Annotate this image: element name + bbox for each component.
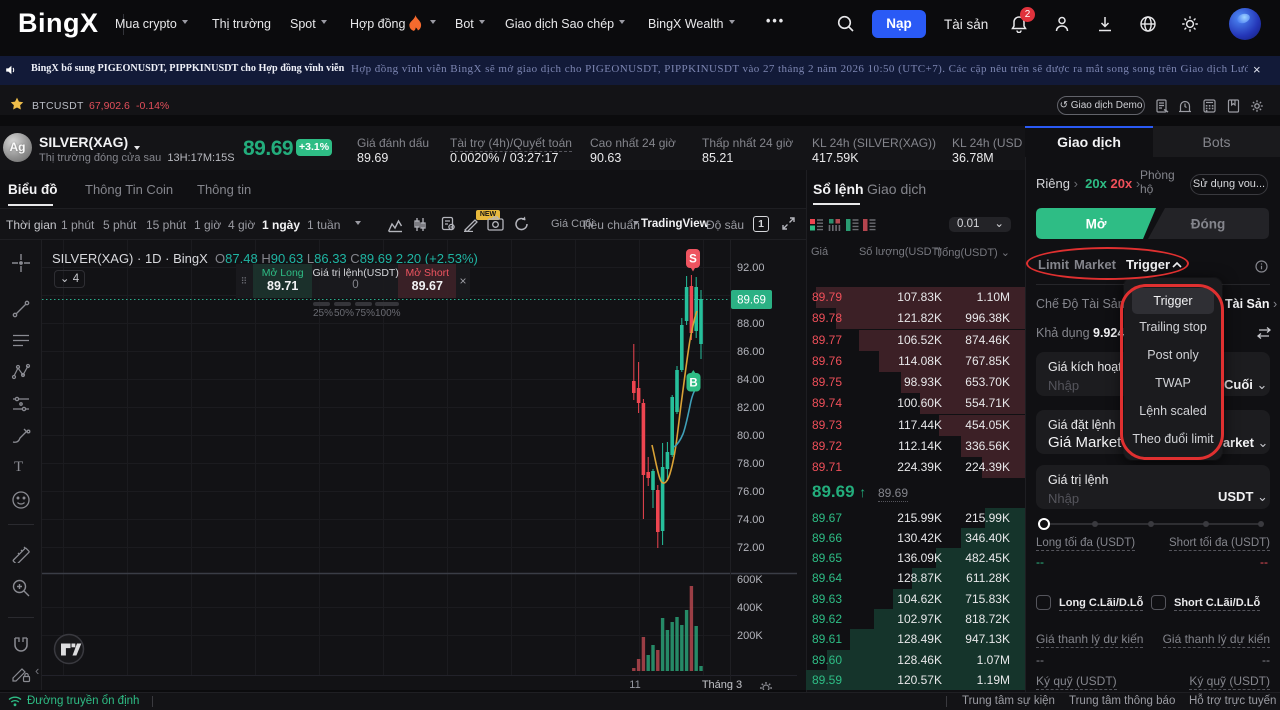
svg-text:84.00: 84.00	[737, 374, 765, 386]
svg-text:S: S	[689, 254, 697, 266]
svg-text:11: 11	[629, 679, 640, 690]
svg-text:76.00: 76.00	[737, 486, 765, 498]
svg-text:600K: 600K	[737, 574, 763, 586]
svg-text:89.69: 89.69	[737, 295, 766, 307]
svg-text:Mở: Mở	[1086, 217, 1107, 232]
svg-text:80.00: 80.00	[737, 430, 765, 442]
svg-text:Tháng 3: Tháng 3	[702, 679, 742, 690]
svg-text:78.00: 78.00	[737, 458, 765, 470]
svg-text:88.00: 88.00	[737, 318, 765, 330]
svg-text:72.00: 72.00	[737, 542, 765, 554]
svg-text:400K: 400K	[737, 602, 763, 614]
svg-text:74.00: 74.00	[737, 514, 765, 526]
svg-text:86.00: 86.00	[737, 346, 765, 358]
svg-text:B: B	[689, 378, 697, 390]
svg-text:Đóng: Đóng	[1191, 217, 1226, 232]
svg-text:200K: 200K	[737, 630, 763, 642]
svg-text:92.00: 92.00	[737, 262, 765, 274]
svg-text:82.00: 82.00	[737, 402, 765, 414]
